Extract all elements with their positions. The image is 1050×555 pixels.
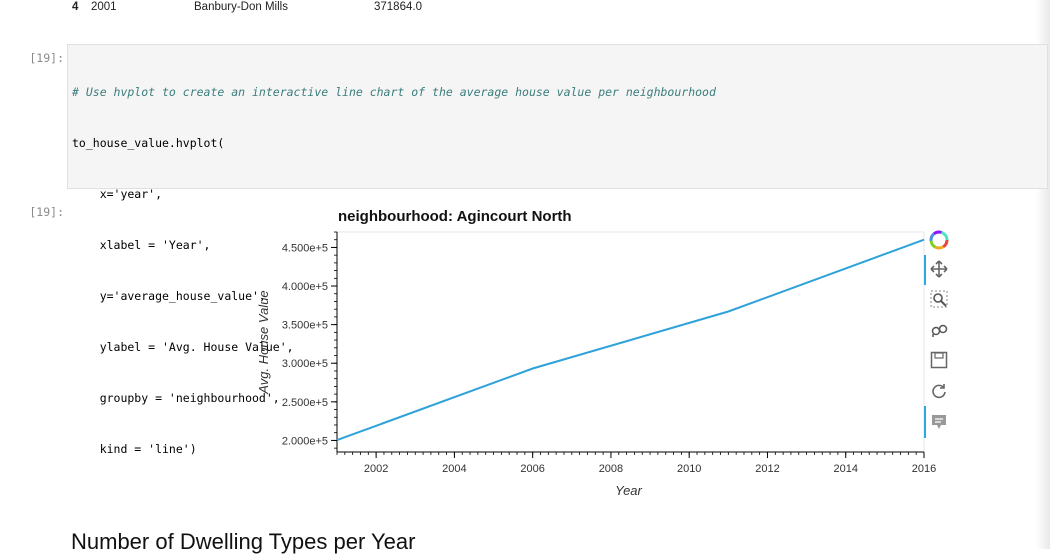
x-tick-label: 2008	[599, 463, 623, 475]
row-neighbourhood: Banbury-Don Mills	[194, 1, 288, 13]
output-prompt: [19]:	[29, 205, 64, 219]
active-tool-indicator	[924, 406, 926, 438]
code-line: x='year',	[72, 187, 163, 201]
y-tick-label: 2.000e+5	[282, 435, 328, 447]
y-tick-label: 4.000e+5	[282, 281, 328, 293]
x-tick-label: 2016	[912, 463, 936, 475]
code-cell-editor[interactable]: # Use hvplot to create an interactive li…	[67, 44, 1048, 456]
y-axis-label: Avg. House Value	[256, 290, 271, 394]
x-tick-label: 2004	[442, 463, 466, 475]
code-line: groupby = 'neighbourhood',	[72, 391, 280, 405]
bokeh-logo-icon[interactable]	[927, 228, 951, 252]
wheel-zoom-icon[interactable]	[927, 317, 951, 341]
y-tick-label: 4.500e+5	[282, 242, 328, 254]
pan-icon[interactable]	[927, 257, 951, 281]
y-tick-label: 3.000e+5	[282, 358, 328, 370]
row-year: 2001	[91, 1, 117, 13]
box-zoom-icon[interactable]	[927, 287, 951, 311]
plot-toolbar	[924, 228, 954, 438]
plot-title: neighbourhood: Agincourt North	[338, 208, 572, 225]
code-line: xlabel = 'Year',	[72, 238, 211, 252]
code-line: ylabel = 'Avg. House Value',	[72, 340, 294, 354]
reset-icon[interactable]	[927, 379, 951, 403]
x-tick-label: 2006	[520, 463, 544, 475]
code-line: kind = 'line')	[72, 442, 197, 456]
x-tick-label: 2010	[677, 463, 701, 475]
input-prompt: [19]:	[29, 51, 64, 65]
code-line: to_house_value.hvplot(	[72, 136, 225, 150]
x-tick-label: 2012	[755, 463, 779, 475]
code-line: # Use hvplot to create an interactive li…	[72, 84, 1047, 101]
section-heading: Number of Dwelling Types per Year	[71, 529, 416, 554]
plot-area	[336, 231, 925, 453]
x-tick-label: 2002	[364, 463, 388, 475]
code-comment: # Use hvplot to create an interactive li…	[72, 85, 716, 99]
y-tick-label: 2.500e+5	[282, 397, 328, 409]
row-value: 371864.0	[374, 1, 422, 13]
y-tick-label: 3.500e+5	[282, 320, 328, 332]
x-tick-label: 2014	[833, 463, 857, 475]
series-line	[336, 238, 925, 442]
row-index: 4	[72, 1, 79, 13]
code-line: y='average_house_value',	[72, 289, 266, 303]
active-tool-indicator	[924, 255, 926, 285]
hover-icon[interactable]	[927, 410, 951, 434]
save-icon[interactable]	[927, 348, 951, 372]
x-axis-label: Year	[615, 483, 642, 498]
